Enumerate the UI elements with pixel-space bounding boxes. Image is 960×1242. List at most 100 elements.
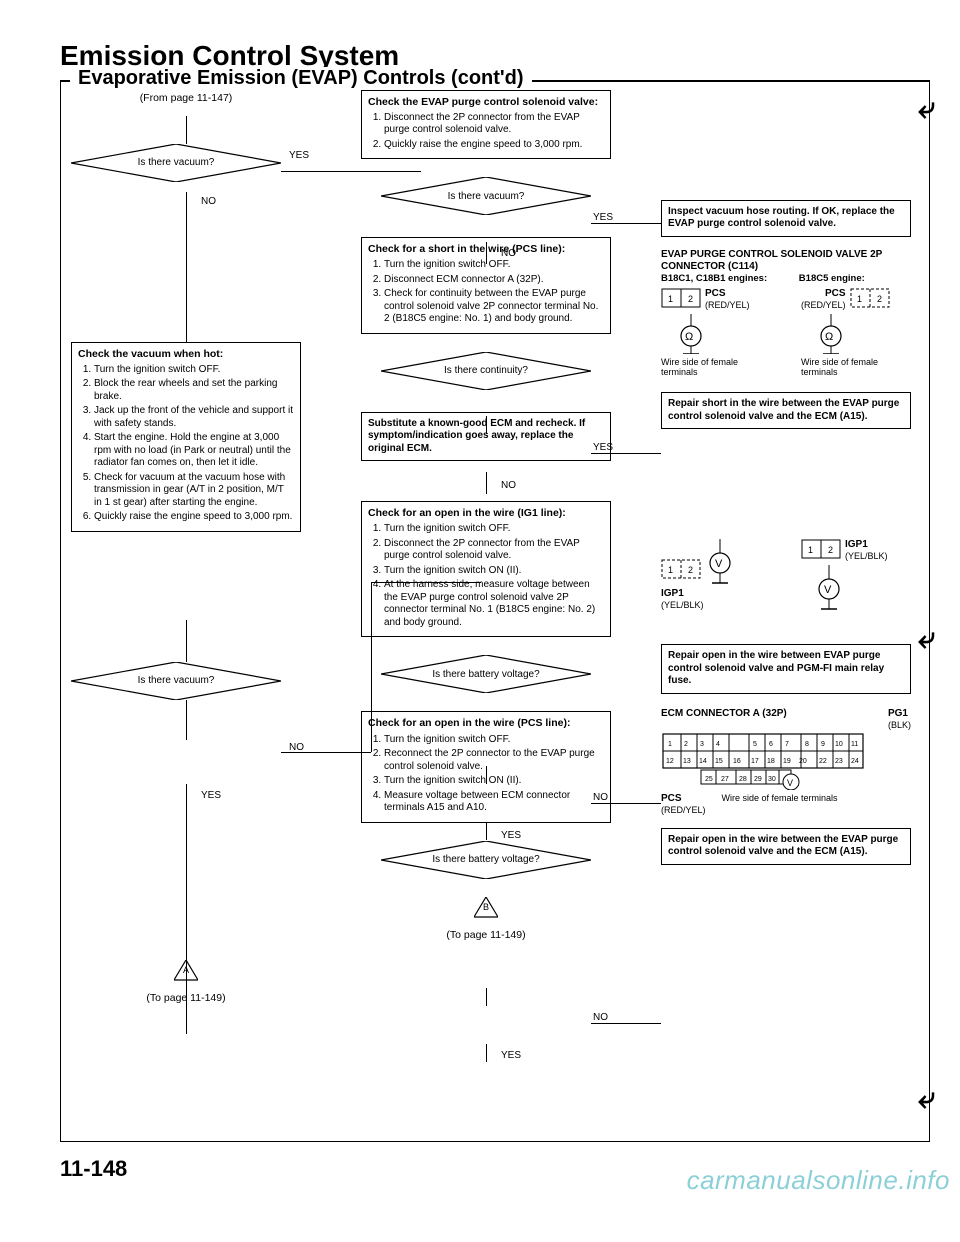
valve-connector-header: EVAP PURGE CONTROL SOLENOID VALVE 2P CON… — [661, 249, 911, 284]
svg-text:12: 12 — [666, 758, 674, 765]
yes-label: YES — [593, 442, 613, 453]
svg-text:4: 4 — [716, 741, 720, 748]
svg-text:19: 19 — [783, 758, 791, 765]
decorative-mark: ⤶ — [918, 1082, 935, 1116]
continuation-triangle-b: B — [474, 897, 498, 929]
valve-connector-diagrams: 1 2 PCS (RED/YEL) Ω — [661, 288, 911, 378]
svg-text:10: 10 — [835, 741, 843, 748]
step: Start the engine. Hold the engine at 3,0… — [94, 432, 294, 470]
svg-text:27: 27 — [721, 776, 729, 783]
svg-text:1: 1 — [857, 294, 862, 304]
svg-text:16: 16 — [733, 758, 741, 765]
svg-text:3: 3 — [700, 741, 704, 748]
svg-text:23: 23 — [835, 758, 843, 765]
svg-text:14: 14 — [699, 758, 707, 765]
check-vacuum-hot-box: Check the vacuum when hot: Turn the igni… — [71, 342, 301, 532]
yes-label: YES — [501, 1050, 521, 1061]
svg-text:20: 20 — [799, 758, 807, 765]
volt-icon: V — [801, 565, 841, 611]
decision-battery-1: Is there battery voltage? — [381, 655, 591, 693]
svg-text:13: 13 — [683, 758, 691, 765]
watermark: carmanualsonline.info — [687, 1165, 950, 1196]
step: Turn the ignition switch OFF. — [384, 259, 604, 272]
step: Turn the ignition switch ON (II). — [384, 775, 604, 788]
no-label: NO — [593, 1012, 608, 1023]
repair-open-1-box: Repair open in the wire between EVAP pur… — [661, 644, 911, 694]
ohm-icon: Ω — [661, 314, 721, 354]
svg-text:15: 15 — [715, 758, 723, 765]
svg-text:2: 2 — [688, 565, 693, 575]
to-page-b: (To page 11-149) — [446, 929, 525, 941]
connector-icon: 1 2 — [661, 559, 705, 585]
decision-vacuum-2: Is there vacuum? — [71, 662, 281, 700]
check-open-ig1-box: Check for an open in the wire (IG1 line)… — [361, 501, 611, 637]
repair-open-2-box: Repair open in the wire between the EVAP… — [661, 828, 911, 865]
no-label: NO — [501, 480, 516, 491]
step: Jack up the front of the vehicle and sup… — [94, 405, 294, 430]
step: Block the rear wheels and set the parkin… — [94, 378, 294, 403]
yes-label: YES — [201, 790, 221, 801]
step: Disconnect the 2P connector from the EVA… — [384, 538, 604, 563]
step: Quickly raise the engine speed to 3,000 … — [384, 139, 604, 152]
no-label: NO — [593, 792, 608, 803]
connector-icon: 1 2 — [801, 539, 841, 565]
step: Check for continuity between the EVAP pu… — [384, 288, 604, 326]
step: Check for vacuum at the vacuum hose with… — [94, 472, 294, 510]
svg-text:1: 1 — [668, 565, 673, 575]
step: Measure voltage between ECM connector te… — [384, 790, 604, 815]
check-evap-purge-box: Check the EVAP purge control solenoid va… — [361, 90, 611, 160]
svg-text:5: 5 — [753, 741, 757, 748]
ecm-connector-icon: 12 34 56 7 89 1011 1213 1415 1617 1819 2… — [661, 730, 891, 790]
svg-text:Ω: Ω — [685, 331, 693, 343]
step: Turn the ignition switch OFF. — [384, 523, 604, 536]
svg-text:22: 22 — [819, 758, 827, 765]
step: Reconnect the 2P connector to the EVAP p… — [384, 748, 604, 773]
svg-text:V: V — [715, 558, 723, 570]
flowchart-frame: ⤶ ⤶ ⤶ (From page 11-147) Is there vacuum… — [60, 82, 930, 1142]
step: Turn the ignition switch OFF. — [94, 364, 294, 377]
svg-text:7: 7 — [785, 741, 789, 748]
decision-battery-2: Is there battery voltage? — [381, 841, 591, 879]
svg-text:30: 30 — [768, 776, 776, 783]
svg-text:V: V — [824, 584, 832, 596]
svg-text:1: 1 — [808, 545, 813, 555]
step: At the harness side, measure voltage bet… — [384, 579, 604, 629]
step: Turn the ignition switch OFF. — [384, 734, 604, 747]
svg-text:1: 1 — [668, 294, 673, 304]
svg-text:6: 6 — [769, 741, 773, 748]
yes-label: YES — [501, 830, 521, 841]
inspect-routing-box: Inspect vacuum hose routing. If OK, repl… — [661, 200, 911, 237]
svg-text:Ω: Ω — [825, 331, 833, 343]
decision-vacuum-1: Is there vacuum? — [71, 144, 281, 182]
svg-text:17: 17 — [751, 758, 759, 765]
step: Disconnect ECM connector A (32P). — [384, 274, 604, 287]
ecm-connector-diagram: ECM CONNECTOR A (32P) PG1(BLK) — [661, 708, 911, 816]
svg-text:25: 25 — [705, 776, 713, 783]
svg-text:24: 24 — [851, 758, 859, 765]
decision-vacuum-mid: Is there vacuum? — [381, 177, 591, 215]
repair-short-box: Repair short in the wire between the EVA… — [661, 392, 911, 429]
connector-icon: 1 2 — [661, 288, 701, 314]
no-label: NO — [201, 196, 216, 207]
svg-text:2: 2 — [877, 294, 882, 304]
yes-label: YES — [593, 212, 613, 223]
svg-text:V: V — [787, 778, 793, 788]
step: Turn the ignition switch ON (II). — [384, 565, 604, 578]
step: Disconnect the 2P connector from the EVA… — [384, 112, 604, 137]
no-label: NO — [501, 248, 516, 259]
svg-text:8: 8 — [805, 741, 809, 748]
svg-text:18: 18 — [767, 758, 775, 765]
decision-continuity: Is there continuity? — [381, 352, 591, 390]
svg-text:9: 9 — [821, 741, 825, 748]
svg-text:11: 11 — [851, 741, 858, 748]
svg-text:2: 2 — [828, 545, 833, 555]
volt-icon: V — [708, 539, 748, 585]
yes-label: YES — [289, 150, 309, 161]
igp1-connector-diagrams: 1 2 V IGP1(YEL/BLK) — [661, 539, 911, 614]
connector-icon: 1 2 — [850, 288, 890, 314]
decorative-mark: ⤶ — [918, 92, 935, 126]
svg-text:1: 1 — [668, 741, 672, 748]
step: Quickly raise the engine speed to 3,000 … — [94, 511, 294, 524]
svg-text:28: 28 — [739, 776, 747, 783]
decorative-mark: ⤶ — [918, 622, 935, 656]
